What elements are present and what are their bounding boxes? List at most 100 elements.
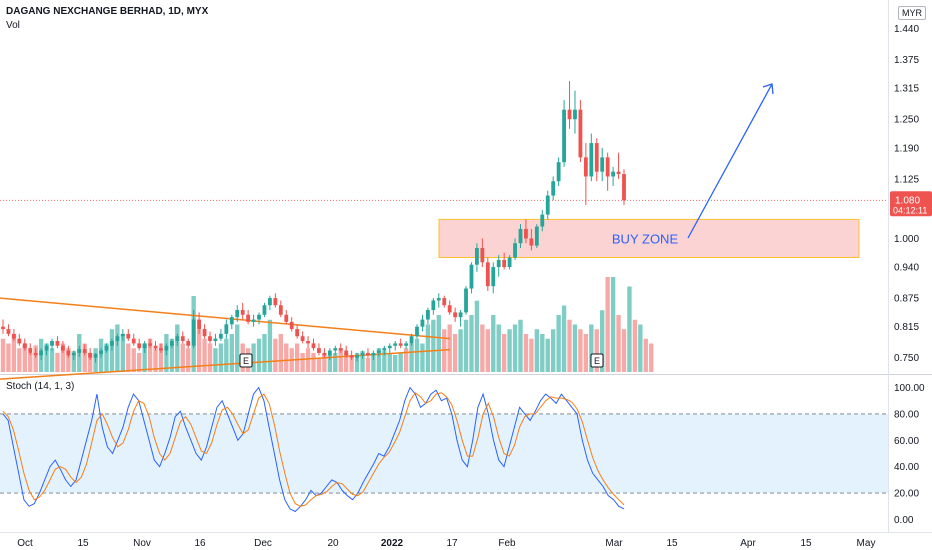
volume-bar (262, 334, 267, 372)
candle-body (224, 324, 229, 334)
volume-bar (180, 343, 185, 372)
volume-bar (28, 353, 33, 372)
volume-bar (87, 353, 93, 372)
candle-body (496, 259, 501, 268)
volume-bar (6, 343, 11, 372)
volume-bar (235, 324, 240, 372)
volume-bar (327, 354, 333, 372)
earnings-marker-0 (239, 353, 253, 368)
candle-body (393, 343, 398, 346)
candle-body (11, 333, 16, 339)
volume-bar (196, 329, 202, 372)
price-tick-5: 1.125 (894, 174, 919, 185)
volume-bar (338, 348, 343, 372)
volume-bar (567, 319, 572, 372)
time-tick-10: 15 (666, 538, 678, 549)
volume-bar (207, 343, 213, 372)
candle-body (235, 310, 240, 318)
volume-bar (344, 353, 349, 372)
candle-body (104, 345, 109, 351)
volume-bar (398, 353, 403, 372)
candle-body (360, 352, 365, 356)
volume-bar (376, 348, 382, 372)
volume-bar (186, 348, 191, 372)
candle-body (355, 355, 359, 358)
volume-bar (382, 351, 387, 372)
candle-body (77, 349, 82, 353)
volume-bar (403, 348, 409, 372)
candle-body (153, 345, 158, 349)
candle-body (404, 343, 409, 346)
price-axis[interactable]: 1.440 1.375 1.315 1.250 1.190 1.125 1.000 0.940… (894, 24, 919, 364)
time-tick-3: 16 (194, 538, 206, 549)
candle-body (191, 319, 196, 346)
candle-body (300, 336, 305, 341)
price-tick-8: 0.875 (894, 294, 919, 305)
volume-bar (616, 315, 621, 372)
stoch-axis[interactable]: 100.00 80.00 60.00 40.00 20.00 0.00 (894, 383, 925, 526)
candle-body (88, 352, 93, 358)
candle-body (573, 109, 577, 120)
candle-body (164, 345, 169, 351)
volume-bar (284, 343, 289, 372)
volume-bar (120, 334, 126, 372)
candle-body (578, 109, 583, 158)
volume-bar (33, 345, 38, 372)
buy-zone[interactable]: BUY ZONE (438, 218, 860, 259)
candles (1, 81, 626, 363)
candle-body (366, 352, 370, 356)
stoch-band (0, 413, 888, 494)
time-tick-1: 15 (77, 538, 89, 549)
volume-bar (512, 324, 518, 372)
candle-body (475, 248, 479, 265)
candle-body (425, 310, 430, 320)
candle-body (82, 349, 87, 353)
time-axis[interactable]: Oct 15 Nov 16 Dec 20 2022 17 Feb Mar 15 Apr 15 May (17, 538, 875, 549)
candle-body (616, 171, 621, 175)
projection-arrow[interactable] (687, 83, 774, 239)
candle-body (605, 157, 610, 177)
candle-body (382, 348, 387, 351)
candle-body (485, 262, 490, 287)
volume-bar (365, 357, 371, 372)
volume-bar (213, 348, 218, 372)
candle-body (39, 350, 44, 356)
candle-body (589, 143, 594, 177)
volume-bar (632, 319, 638, 372)
candle-body (246, 314, 251, 322)
candle-body (562, 109, 566, 163)
volume-bar (627, 286, 632, 372)
volume-bar (480, 324, 485, 372)
volume-bar (11, 334, 17, 372)
candle-body (218, 333, 223, 339)
candle-body (33, 352, 38, 356)
candle-body (186, 341, 191, 346)
candle-body (594, 143, 599, 172)
stoch-k-line (2, 386, 625, 513)
candle-body (289, 321, 294, 330)
volume-bar (316, 357, 322, 372)
candle-body (44, 345, 49, 351)
price-tick-3: 1.250 (894, 115, 919, 126)
volume-bar (175, 324, 180, 372)
volume-bar (578, 329, 583, 372)
candle-body (442, 298, 447, 306)
volume-bar (202, 338, 207, 372)
volume-bar (393, 354, 398, 372)
volume-bar (66, 348, 71, 372)
candle-body (273, 298, 278, 306)
volume-bar (82, 343, 87, 372)
stoch-tick-3: 40.00 (894, 462, 919, 473)
candle-body (556, 162, 561, 182)
currency-badge[interactable]: MYR (898, 6, 926, 20)
volume-bar (251, 343, 256, 372)
volume-bar (169, 338, 175, 372)
time-tick-0: Oct (17, 538, 33, 549)
volume-bar (322, 353, 327, 372)
time-tick-7: 17 (446, 538, 458, 549)
candle-body (464, 288, 468, 313)
volume-bar (44, 343, 49, 372)
earnings-marker-label: E (243, 356, 249, 366)
